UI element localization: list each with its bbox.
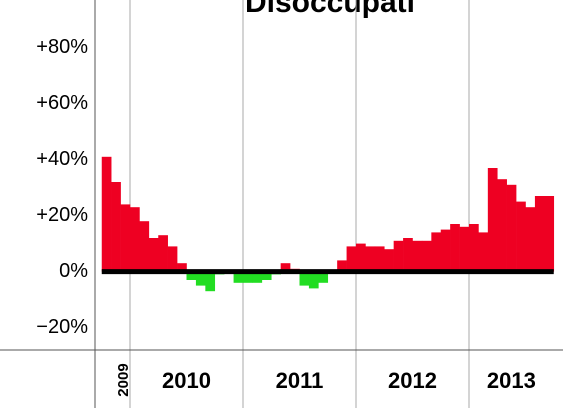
- bar: [421, 240, 432, 272]
- bar: [393, 240, 404, 272]
- bar: [280, 263, 291, 272]
- bar: [497, 179, 507, 272]
- bar: [459, 226, 470, 272]
- bar: [120, 204, 131, 272]
- bar: [365, 246, 376, 272]
- bar: [478, 232, 489, 272]
- x-tick-label: 2012: [388, 368, 437, 393]
- bar: [308, 271, 319, 289]
- bar: [525, 207, 536, 272]
- bar: [139, 221, 150, 272]
- bar: [101, 156, 112, 272]
- y-tick-label: 0%: [59, 260, 88, 282]
- y-tick-label: +40%: [36, 148, 88, 170]
- bar: [534, 196, 545, 272]
- bar: [177, 263, 187, 272]
- bar: [384, 249, 394, 272]
- bar: [111, 182, 121, 272]
- x-tick-label: 2011: [276, 368, 324, 393]
- bar: [469, 224, 479, 272]
- y-tick-label: +60%: [36, 92, 88, 114]
- bar: [299, 271, 310, 286]
- bar: [544, 196, 555, 272]
- bar: [205, 271, 216, 292]
- bar: [487, 168, 498, 272]
- bar: [506, 184, 517, 272]
- bar: [431, 232, 442, 272]
- bar: [516, 201, 526, 272]
- bar: [186, 271, 197, 280]
- bar: [337, 260, 347, 272]
- bar: [412, 240, 423, 272]
- x-tick-label: 2009: [115, 363, 132, 396]
- bar: [243, 271, 253, 283]
- bar: [403, 238, 413, 272]
- bar: [440, 229, 451, 272]
- bar: [195, 271, 206, 286]
- bar: [356, 243, 366, 272]
- chart-title: Disoccupati: [245, 0, 415, 19]
- y-tick-label: +80%: [36, 36, 88, 58]
- y-tick-label: −20%: [36, 316, 88, 338]
- bar: [318, 271, 329, 283]
- bar: [450, 224, 460, 272]
- y-tick-label: +20%: [36, 204, 88, 226]
- bar: [158, 235, 168, 272]
- x-tick-label: 2013: [487, 368, 536, 393]
- bar: [252, 271, 263, 283]
- bar: [148, 238, 159, 272]
- x-tick-label: 2010: [162, 368, 211, 393]
- bar: [167, 246, 178, 272]
- bar: [130, 207, 140, 272]
- bar: [261, 271, 272, 280]
- bar: [346, 246, 357, 272]
- bar: [233, 271, 244, 283]
- bar: [374, 246, 385, 272]
